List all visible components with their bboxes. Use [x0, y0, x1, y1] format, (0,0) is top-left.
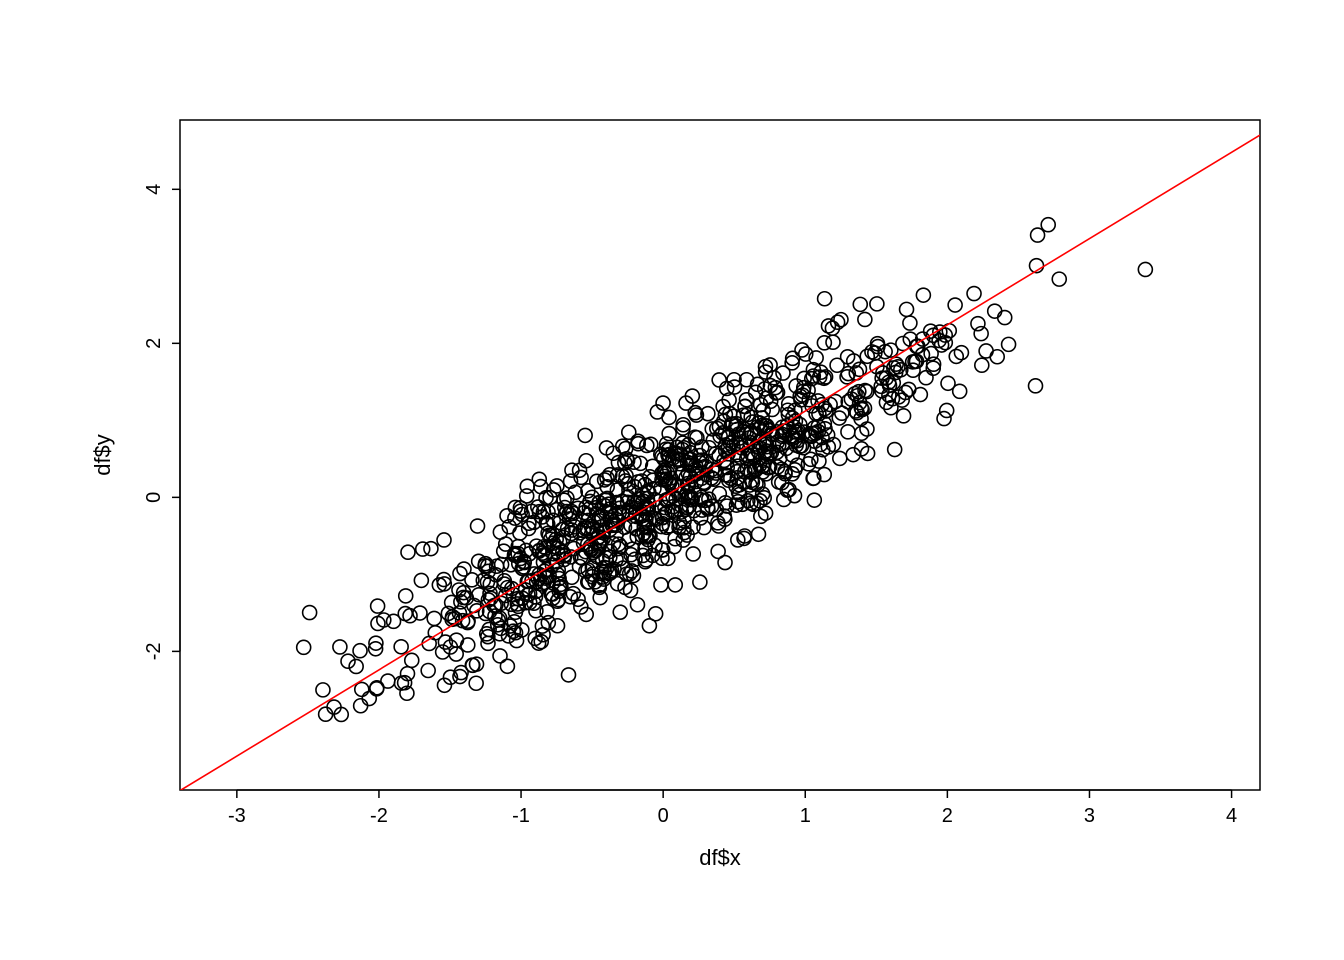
chart-svg: -3 -2 -1 0 1 2 3 4 df$x -2 0 2 4 df$y: [0, 0, 1344, 960]
x-tick-label: 2: [942, 805, 953, 827]
y-tick-label: -2: [143, 642, 165, 660]
x-tick-label: -2: [370, 805, 388, 827]
x-tick-label: 4: [1226, 805, 1237, 827]
y-tick-label: 4: [143, 184, 165, 195]
y-tick-label: 2: [143, 338, 165, 349]
x-axis-label: df$x: [699, 845, 741, 870]
x-tick-label: 0: [658, 805, 669, 827]
scatter-chart: -3 -2 -1 0 1 2 3 4 df$x -2 0 2 4 df$y: [0, 0, 1344, 960]
x-tick-label: 3: [1084, 805, 1095, 827]
y-axis-label: df$y: [90, 434, 115, 476]
x-tick-label: -3: [228, 805, 246, 827]
x-tick-label: -1: [512, 805, 530, 827]
x-tick-label: 1: [800, 805, 811, 827]
y-tick-label: 0: [143, 492, 165, 503]
